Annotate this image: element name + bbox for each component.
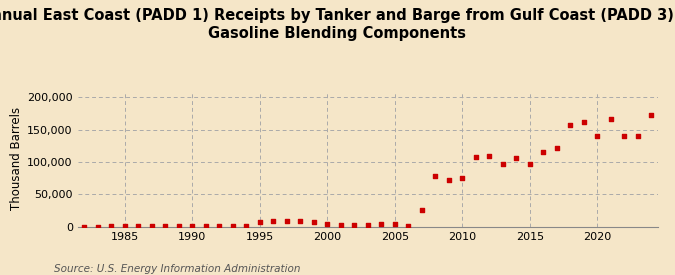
Point <box>605 117 616 122</box>
Text: Source: U.S. Energy Information Administration: Source: U.S. Energy Information Administ… <box>54 264 300 274</box>
Point <box>362 222 373 227</box>
Point <box>470 155 481 159</box>
Point <box>403 224 414 229</box>
Point <box>268 219 279 224</box>
Point <box>416 208 427 212</box>
Point <box>227 224 238 228</box>
Point <box>443 178 454 182</box>
Point <box>349 223 360 227</box>
Point <box>200 224 211 229</box>
Point <box>308 219 319 224</box>
Point <box>106 224 117 229</box>
Point <box>565 123 576 127</box>
Point <box>65 224 76 229</box>
Point <box>335 223 346 227</box>
Point <box>497 162 508 166</box>
Point <box>484 153 495 158</box>
Point <box>538 150 549 155</box>
Point <box>551 145 562 150</box>
Point <box>524 162 535 166</box>
Point <box>295 219 306 224</box>
Point <box>214 224 225 228</box>
Point <box>173 224 184 228</box>
Point <box>160 224 171 229</box>
Point <box>511 155 522 160</box>
Point <box>281 219 292 223</box>
Point <box>457 176 468 180</box>
Point <box>187 224 198 228</box>
Point <box>619 134 630 138</box>
Point <box>376 222 387 226</box>
Point <box>322 222 333 226</box>
Point <box>79 224 90 229</box>
Point <box>254 220 265 224</box>
Point <box>592 134 603 138</box>
Point <box>241 224 252 228</box>
Text: Annual East Coast (PADD 1) Receipts by Tanker and Barge from Gulf Coast (PADD 3): Annual East Coast (PADD 1) Receipts by T… <box>0 8 675 41</box>
Point <box>119 224 130 229</box>
Point <box>430 174 441 178</box>
Point <box>146 224 157 229</box>
Point <box>646 113 657 118</box>
Y-axis label: Thousand Barrels: Thousand Barrels <box>10 107 23 210</box>
Point <box>389 222 400 227</box>
Point <box>133 224 144 229</box>
Point <box>632 134 643 138</box>
Point <box>578 120 589 124</box>
Point <box>92 224 103 229</box>
